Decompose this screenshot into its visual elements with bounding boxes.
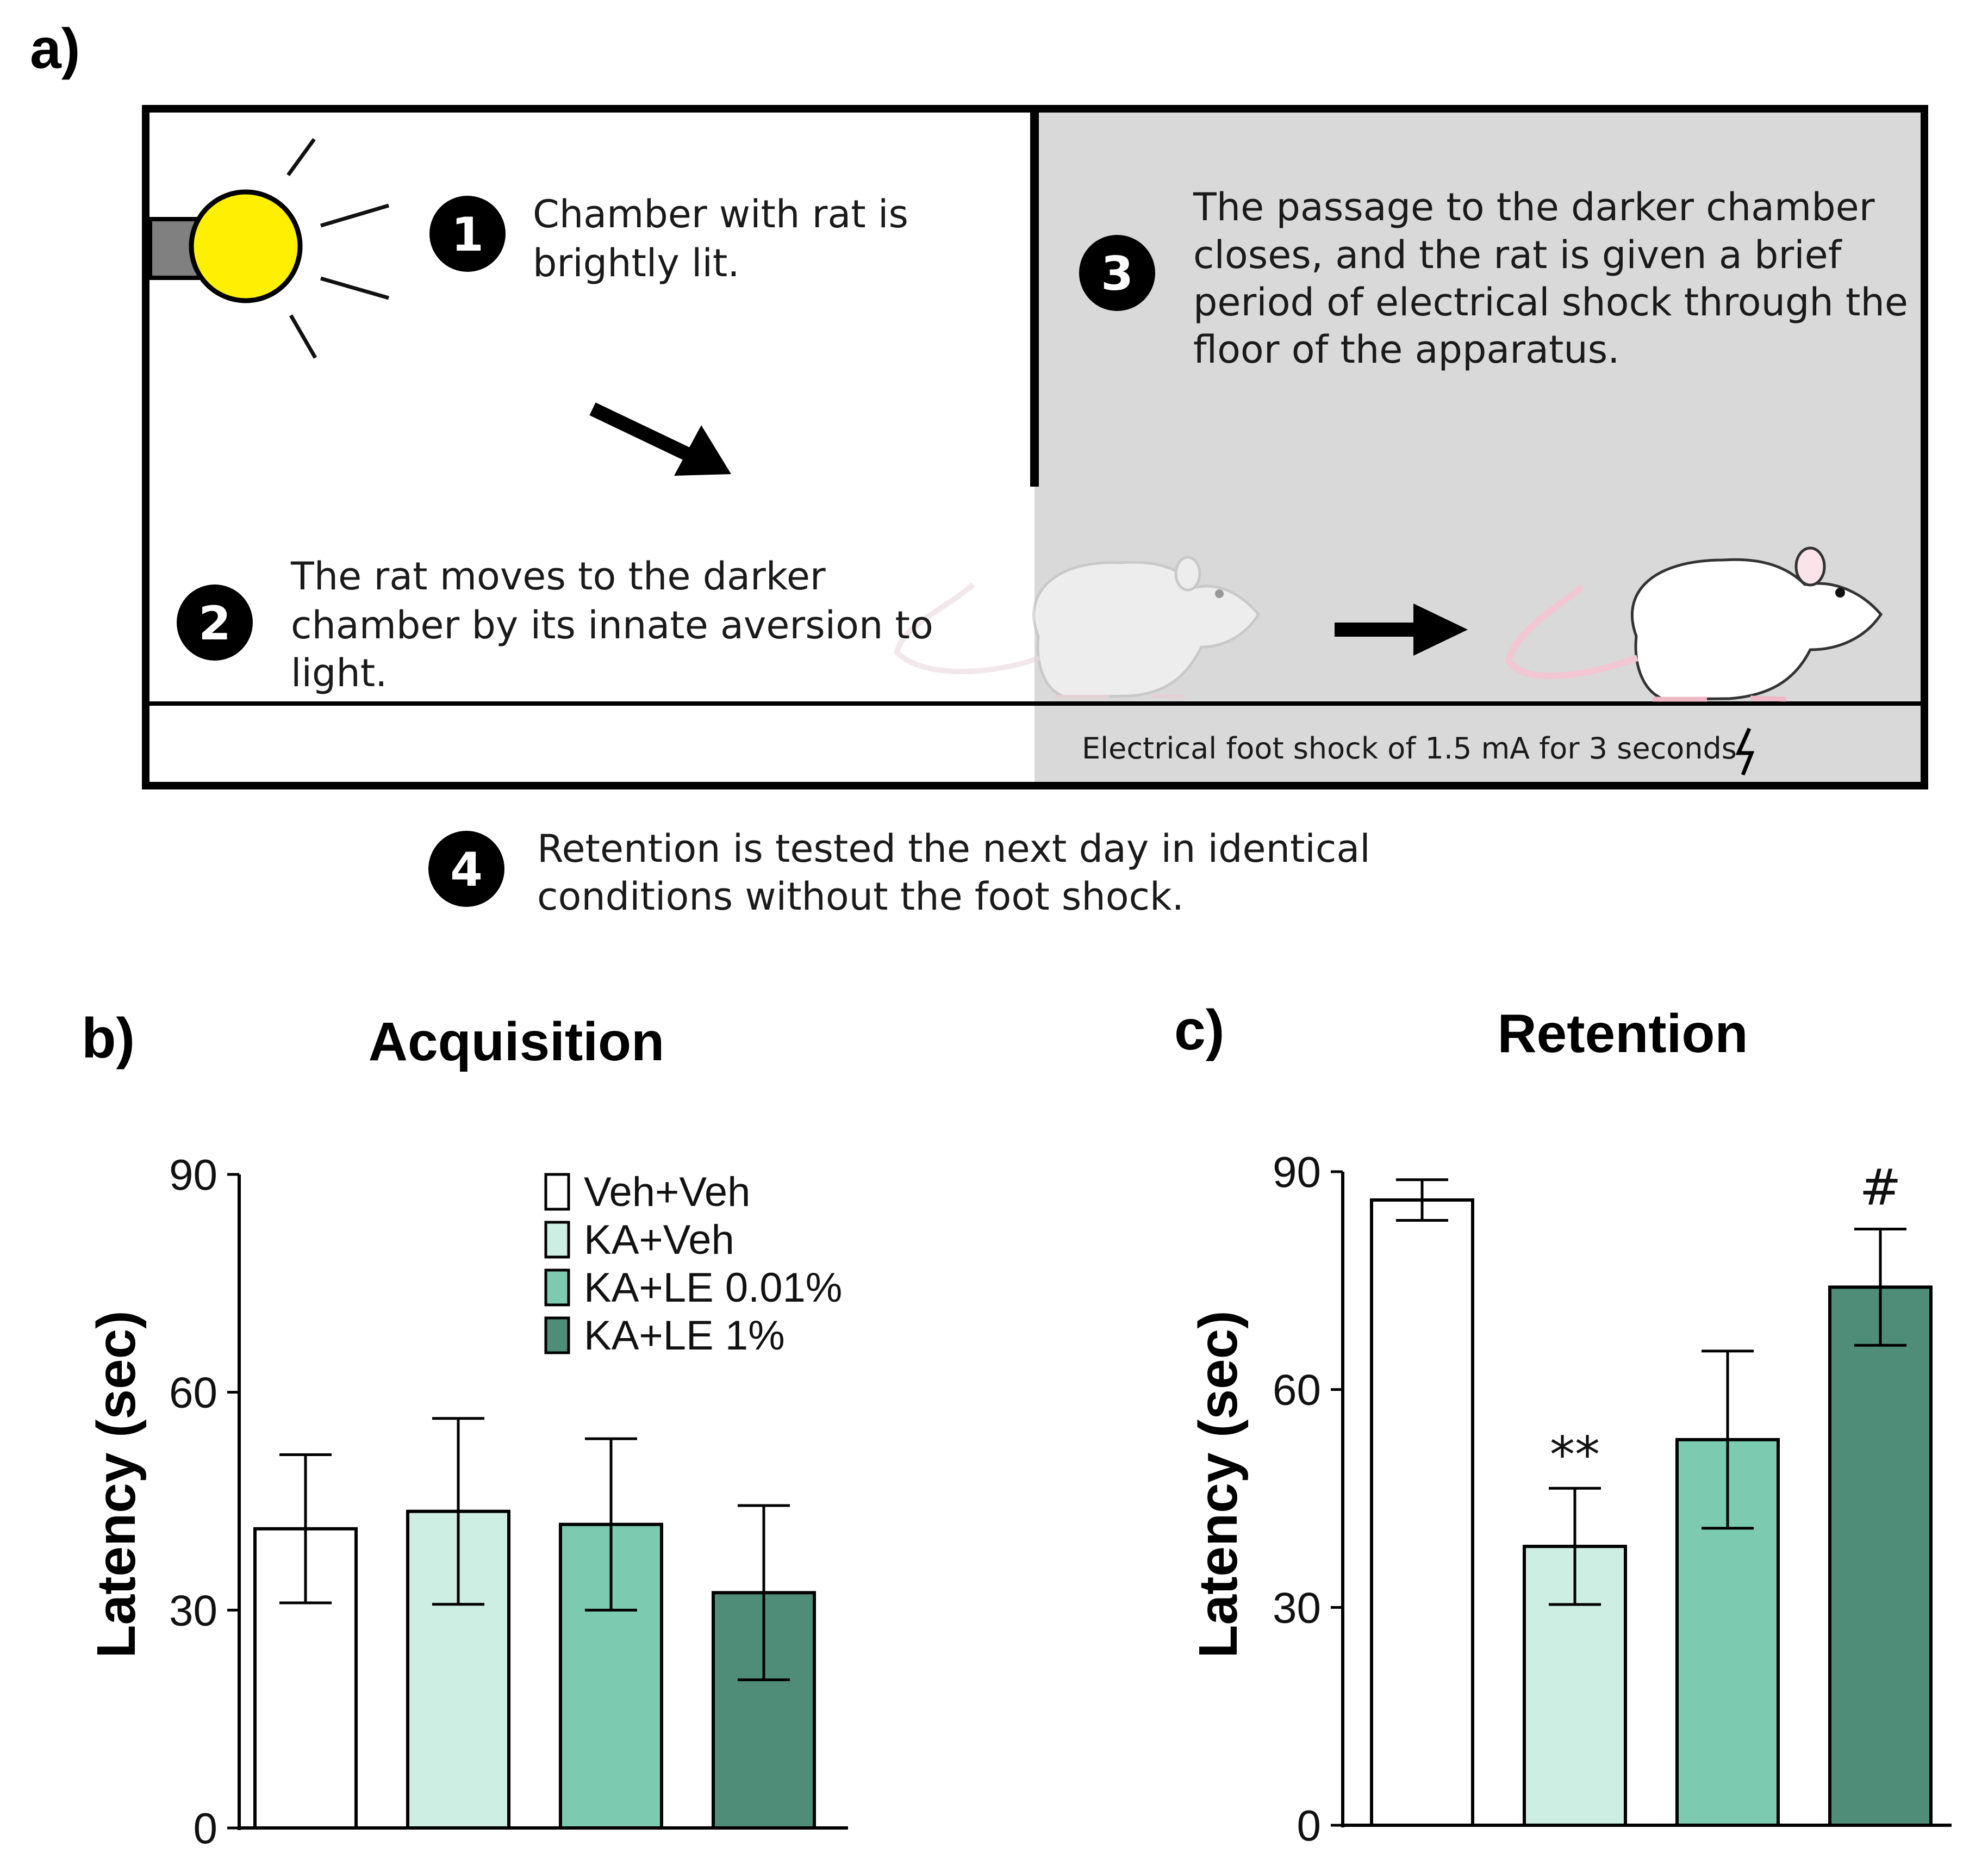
step-text-line: Retention is tested the next day in iden… <box>537 826 1370 871</box>
step-text-line: chamber by its innate aversion to <box>291 603 933 648</box>
y-tick-label: 0 <box>1297 1801 1322 1850</box>
y-tick-label: 60 <box>169 1369 217 1417</box>
step-text-line: brightly lit. <box>533 241 740 285</box>
plot-area: 0 30 60 90 <box>169 1150 848 1852</box>
shock-label: Electrical foot shock of 1.5 mA for 3 se… <box>1082 731 1737 766</box>
step-text-line: The passage to the darker chamber <box>1193 185 1875 229</box>
move-arrow-icon <box>589 402 731 476</box>
y-tick-label: 30 <box>1273 1583 1321 1632</box>
y-tick-label: 30 <box>169 1586 217 1634</box>
y-tick-label: 90 <box>169 1150 217 1199</box>
legend-swatch <box>544 1268 570 1307</box>
bar <box>1370 1198 1474 1827</box>
retention-chart: Retention Latency (sec) 0 30 60 90 ** # <box>1188 1003 1952 1850</box>
rat-icon <box>1505 546 1883 702</box>
step-badge <box>177 584 253 661</box>
passive-avoidance-diagram: 1 Chamber with rat is brightly lit. 2 Th… <box>142 105 1928 919</box>
chart-title: Retention <box>1497 1003 1748 1064</box>
step-3: 3 The passage to the darker chamber clos… <box>1079 185 1908 372</box>
step-number: 2 <box>198 596 231 651</box>
legend-label: KA+LE 0.01% <box>584 1265 842 1311</box>
step-text-line: period of electrical shock through the <box>1193 280 1908 325</box>
bar <box>712 1591 816 1830</box>
step-2: 2 The rat moves to the darker chamber by… <box>177 554 933 695</box>
step-text-line: The rat moves to the darker <box>290 554 826 599</box>
significance-marker: # <box>1859 1159 1901 1217</box>
step-number: 4 <box>450 843 483 897</box>
step-text-line: light. <box>291 651 387 695</box>
legend-swatch <box>544 1316 570 1354</box>
rat-faded-icon <box>894 556 1261 699</box>
step-text-line: Chamber with rat is <box>533 192 908 237</box>
y-axis-label: Latency (sec) <box>86 1310 147 1658</box>
lightning-icon <box>1735 727 1755 776</box>
panel-label-c: c) <box>1174 999 1224 1062</box>
step-text-line: floor of the apparatus. <box>1193 327 1620 372</box>
chart-title: Acquisition <box>369 1011 664 1072</box>
step-badge <box>428 831 504 907</box>
transition-arrow-icon <box>1335 604 1468 656</box>
panel-label-a: a) <box>30 17 80 80</box>
plot-area: 0 30 60 90 ** # <box>1273 1148 1952 1850</box>
legend-swatch <box>544 1221 570 1259</box>
legend: Veh+Veh KA+Veh KA+LE 0.01% KA+LE 1% <box>544 1169 842 1359</box>
acquisition-chart: Acquisition Latency (sec) 0 30 60 90 Veh+Ve… <box>86 1011 848 1852</box>
step-badge <box>1079 235 1155 311</box>
step-1: 1 Chamber with rat is brightly lit. <box>429 192 908 285</box>
legend-swatch <box>544 1173 570 1211</box>
step-4: 4 Retention is tested the next day in id… <box>428 826 1370 919</box>
bar <box>1828 1285 1933 1827</box>
y-tick-label: 90 <box>1273 1148 1321 1196</box>
step-text-line: closes, and the rat is given a brief <box>1193 233 1842 277</box>
legend-label: KA+LE 1% <box>584 1313 785 1359</box>
light-bulb-icon <box>148 138 389 359</box>
legend-label: Veh+Veh <box>584 1169 750 1215</box>
step-text-line: conditions without the foot shock. <box>537 874 1184 919</box>
step-badge <box>429 196 506 272</box>
legend-label: KA+Veh <box>584 1217 734 1263</box>
step-number: 3 <box>1101 247 1133 301</box>
y-axis-label: Latency (sec) <box>1188 1310 1249 1658</box>
y-tick-label: 60 <box>1273 1366 1321 1414</box>
y-tick-label: 0 <box>194 1804 218 1852</box>
panel-label-b: b) <box>82 1007 135 1070</box>
significance-marker: ** <box>1550 1426 1600 1484</box>
step-number: 1 <box>451 208 484 262</box>
